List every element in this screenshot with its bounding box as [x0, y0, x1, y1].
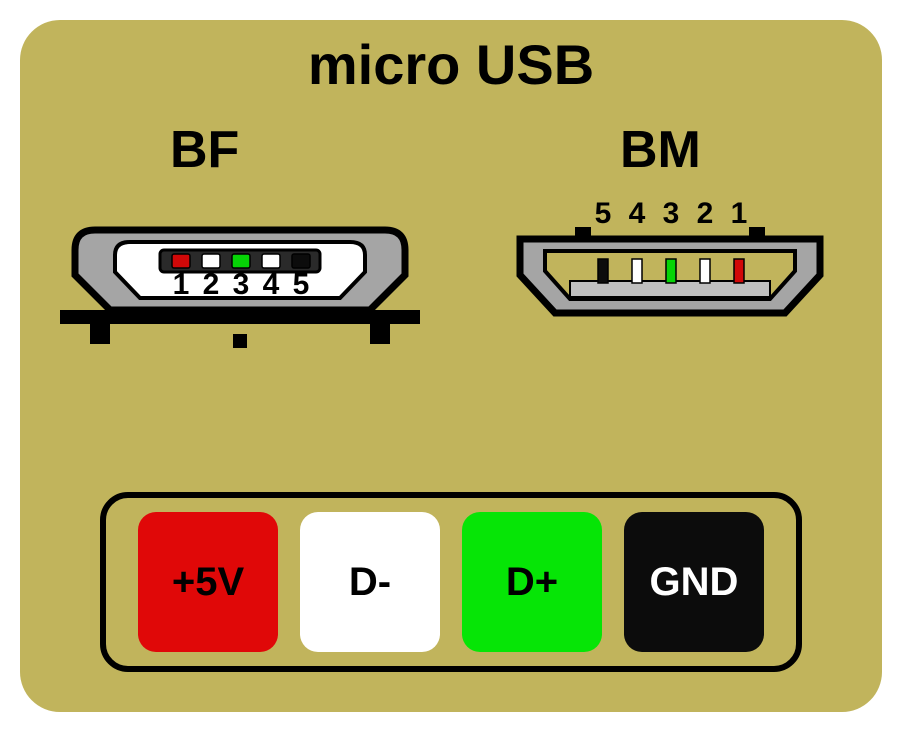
legend-item-dplus: D+ — [462, 512, 602, 652]
pinout-legend: +5V D- D+ GND — [100, 492, 802, 672]
bm-connector: 54321 — [480, 195, 860, 355]
svg-text:2: 2 — [697, 197, 714, 230]
bf-label: BF — [170, 120, 239, 180]
legend-item-dminus: D- — [300, 512, 440, 652]
bm-label: BM — [620, 120, 701, 180]
bf-connector-svg: 12345 — [50, 210, 430, 370]
bm-connector-svg: 54321 — [480, 195, 860, 355]
pinout-card: micro USB BF 12345 BM 54321 +5V D- D+ GN… — [20, 20, 882, 712]
legend-label: D- — [349, 560, 391, 605]
legend-label: D+ — [506, 560, 558, 605]
svg-text:4: 4 — [629, 197, 646, 230]
legend-label: +5V — [172, 560, 244, 605]
svg-text:1: 1 — [731, 197, 748, 230]
svg-text:5: 5 — [595, 197, 612, 230]
legend-label: GND — [650, 560, 739, 605]
svg-text:2: 2 — [203, 268, 220, 301]
diagram-title: micro USB — [20, 32, 882, 97]
legend-item-5v: +5V — [138, 512, 278, 652]
svg-text:3: 3 — [663, 197, 680, 230]
svg-text:1: 1 — [173, 268, 190, 301]
svg-text:3: 3 — [233, 268, 250, 301]
bf-connector: 12345 — [50, 210, 430, 370]
svg-text:4: 4 — [263, 268, 280, 301]
legend-item-gnd: GND — [624, 512, 764, 652]
svg-text:5: 5 — [293, 268, 310, 301]
